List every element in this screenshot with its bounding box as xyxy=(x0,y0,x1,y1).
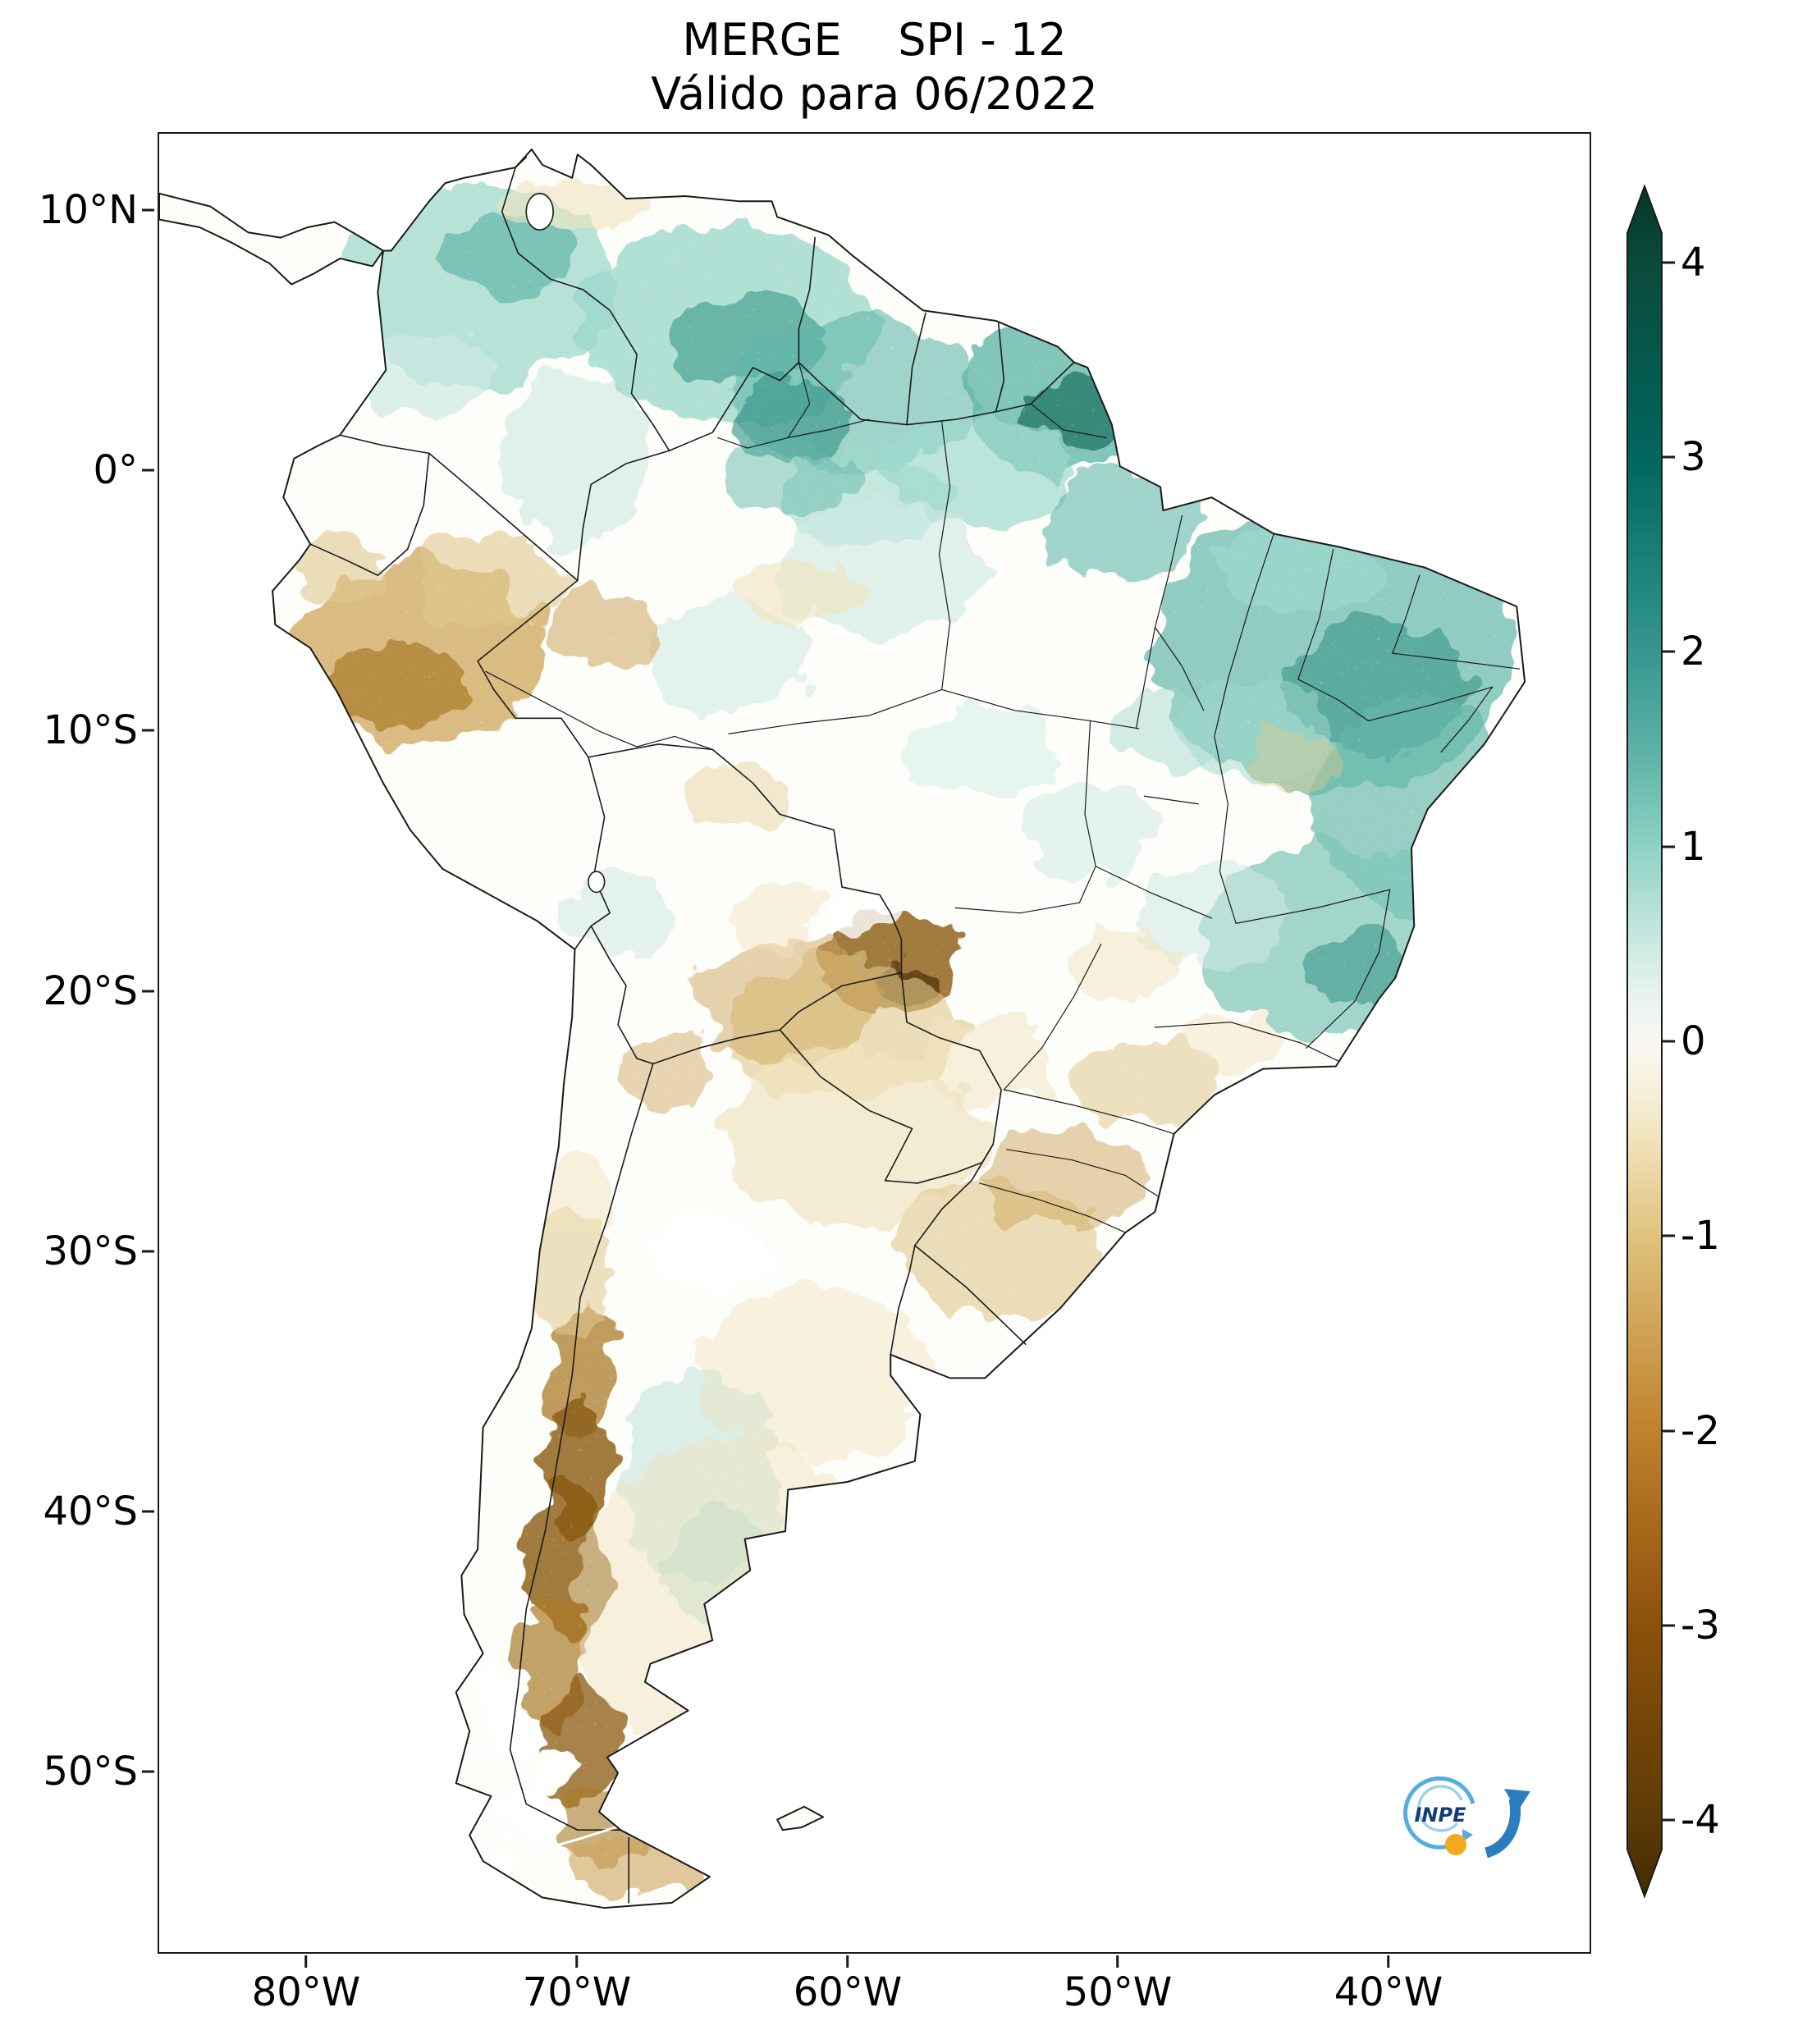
coastline xyxy=(159,149,1525,1908)
map-plot-area: INPE xyxy=(158,132,1591,1954)
colorbar-gradient xyxy=(1626,184,1663,1899)
y-axis-tick-label: 30°S xyxy=(0,1228,138,1274)
y-axis-tick-label: 0° xyxy=(0,447,138,493)
inpe-logo: INPE xyxy=(1393,1769,1540,1874)
colorbar-tick-label: 4 xyxy=(1681,240,1706,286)
colorbar-tick-label: 1 xyxy=(1681,824,1706,870)
colorbar-tick-label: -4 xyxy=(1681,1797,1720,1843)
colorbar-tick-label: -2 xyxy=(1681,1408,1720,1454)
y-axis-tick-label: 10°S xyxy=(0,707,138,753)
south-america-map xyxy=(159,134,1590,1952)
colorbar-tick-label: -3 xyxy=(1681,1603,1720,1648)
y-axis-tick-label: 40°S xyxy=(0,1488,138,1534)
x-axis-tick-label: 50°W xyxy=(1063,1969,1173,2015)
logo-swirl-icon xyxy=(1403,1776,1475,1850)
falkland-islands xyxy=(777,1807,823,1830)
logo-text: INPE xyxy=(1415,1804,1467,1827)
colorbar-tick-label: 3 xyxy=(1681,434,1706,480)
colorbar-tick-label: 0 xyxy=(1681,1018,1706,1064)
y-axis-tick-label: 20°S xyxy=(0,968,138,1014)
logo-swirl-arrowhead-icon xyxy=(1462,1829,1473,1842)
political-borders xyxy=(159,149,1525,1908)
logo-orange-dot-icon xyxy=(1445,1834,1466,1855)
colorbar-tick-label: -1 xyxy=(1681,1213,1720,1259)
x-axis-tick-label: 40°W xyxy=(1334,1969,1443,2015)
x-axis-tick-label: 70°W xyxy=(522,1969,632,2015)
logo-inner-swirl-icon xyxy=(1417,1785,1463,1832)
lake-maracaibo xyxy=(526,194,553,230)
figure-title: MERGE SPI - 12 xyxy=(682,14,1067,66)
lake-titicaca xyxy=(588,871,605,892)
logo-arrow-icon xyxy=(1484,1797,1521,1859)
figure-titles: MERGE SPI - 12 Válido para 06/2022 xyxy=(158,13,1591,121)
x-axis-tick-label: 60°W xyxy=(793,1969,903,2015)
x-axis-tick-label: 80°W xyxy=(251,1969,361,2015)
figure-subtitle: Válido para 06/2022 xyxy=(651,67,1098,120)
y-axis-tick-label: 10°N xyxy=(0,187,138,233)
logo-arrowhead-icon xyxy=(1504,1789,1530,1812)
colorbar-tick-label: 2 xyxy=(1681,629,1706,674)
spi-anomaly-field xyxy=(159,149,1526,1909)
spi-colorbar: 4 3 2 1 0 -1 -2 -3 -4 xyxy=(1626,184,1720,1899)
y-axis-tick-label: 50°S xyxy=(0,1749,138,1795)
